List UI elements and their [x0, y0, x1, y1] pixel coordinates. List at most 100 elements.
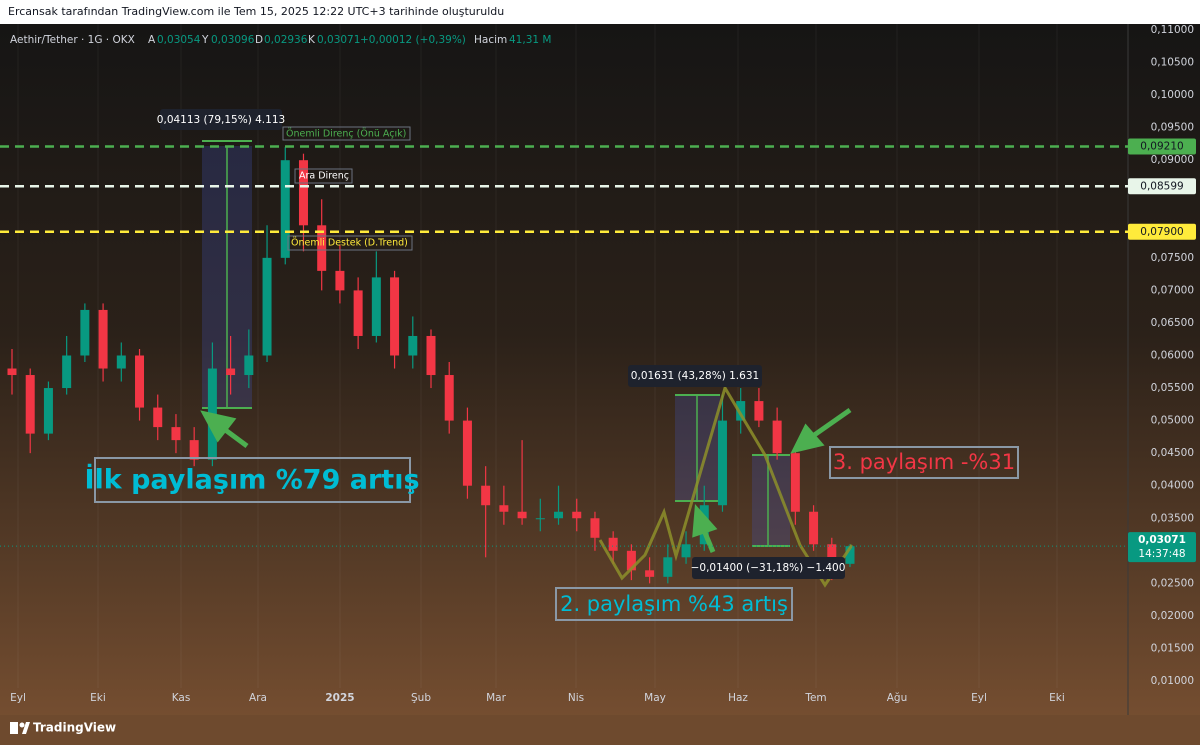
last-price: 0,03071 — [1138, 534, 1186, 546]
x-tick-label: Eki — [90, 692, 106, 704]
label-box — [282, 126, 411, 141]
measure-label-box — [160, 109, 282, 130]
candle-body — [663, 557, 673, 577]
candle-body — [98, 309, 108, 369]
candle-body — [681, 544, 691, 558]
candle-body — [772, 420, 782, 454]
logo — [19, 722, 25, 728]
x-tick-label: May — [644, 692, 666, 704]
arrow-head — [790, 423, 825, 454]
legend-key: D — [255, 34, 263, 46]
candle-body — [135, 355, 145, 408]
legend-key: Hacim — [474, 34, 507, 46]
time-axis: Eyl Eki Kas Ara 2025 Şub Mar Nis May Haz Tem Ağu Eyl… — [10, 692, 1065, 704]
candle-body — [608, 537, 618, 551]
callout: İlk paylaşım %79 artış — [84, 464, 419, 496]
candle-body — [280, 160, 290, 258]
x-tick-label: Tem — [804, 692, 826, 704]
x-tick-label: Mar — [486, 692, 506, 704]
x-tick-label: Nis — [568, 692, 584, 704]
legend-key: Y — [201, 34, 209, 46]
level-tag — [1128, 138, 1196, 155]
x-tick-label: Ara — [249, 692, 267, 704]
candle-body — [317, 225, 327, 271]
arrow-head — [200, 410, 237, 443]
y-tick-label: 0,05500 — [1151, 382, 1194, 394]
candle-body — [572, 511, 582, 519]
footer-bar — [0, 715, 1200, 745]
level-tag — [1128, 223, 1196, 240]
candle-body — [790, 453, 800, 512]
y-tick-label: 0,07500 — [1151, 252, 1194, 264]
symbol: Aethir/Tether · 1G · OKX — [10, 34, 135, 46]
candle-body — [7, 368, 17, 376]
candle-body — [262, 257, 272, 356]
x-tick-label: Şub — [411, 692, 431, 704]
y-tick-label: 0,11000 — [1151, 24, 1194, 36]
callout-box — [829, 446, 1019, 479]
callout: 3. paylaşım -%31 — [833, 450, 1015, 474]
candle-body — [116, 355, 126, 369]
measure-label: 0,04113 (79,15%) 4.113 — [157, 114, 285, 126]
x-tick-label: Ağu — [887, 692, 908, 704]
x-tick-label: 2025 — [325, 692, 354, 704]
measure-label-box — [628, 365, 762, 387]
legend-key: K — [308, 34, 316, 46]
y-tick-label: 0,02500 — [1151, 577, 1194, 589]
y-tick-label: 0,09500 — [1151, 122, 1194, 134]
candle-body — [298, 160, 308, 226]
legend-value: 0,03096 — [211, 34, 255, 46]
x-tick-label: Haz — [728, 692, 748, 704]
candle-body — [517, 511, 527, 519]
level-note: Ara Direnç — [299, 171, 349, 182]
callout-box — [555, 587, 793, 621]
y-tick-label: 0,05000 — [1151, 415, 1194, 427]
candle-body — [153, 407, 163, 428]
candle-body — [754, 401, 764, 421]
candle-body — [371, 277, 381, 336]
x-tick-label: Eki — [1049, 692, 1065, 704]
x-tick-label: Eyl — [10, 692, 26, 704]
candle-body — [645, 570, 655, 577]
callout-box — [94, 457, 411, 503]
candle-body — [444, 375, 454, 421]
candle-body — [827, 544, 837, 564]
candle-body — [25, 375, 35, 434]
measure-label: −0,01400 (−31,18%) −1.400 — [691, 562, 846, 574]
candle-body — [426, 335, 436, 376]
countdown: 14:37:48 — [1138, 548, 1185, 560]
y-tick-label: 0,06000 — [1151, 350, 1194, 362]
candle-body — [408, 335, 418, 356]
measure-label-box — [692, 557, 845, 579]
y-tick-label: 0,09000 — [1151, 154, 1194, 166]
candle-body — [845, 546, 855, 564]
level-tag — [1128, 178, 1196, 195]
y-tick-label: 0,02000 — [1151, 610, 1194, 622]
candle-body — [462, 420, 472, 486]
logo — [22, 722, 30, 734]
label-box — [287, 235, 413, 251]
arrow — [808, 407, 852, 441]
legend-change: +0,00012 (+0,39%) — [360, 34, 466, 46]
arrow-head — [692, 503, 718, 538]
candle-body — [226, 368, 236, 376]
y-tick-label: 0,04000 — [1151, 480, 1194, 492]
levels: 0,09210 0,08599 0,07900 0,03071 14:37:48 — [0, 138, 1196, 563]
candle-body — [43, 388, 53, 434]
level-price: 0,08599 — [1140, 180, 1183, 192]
legend-value: 41,31 M — [509, 34, 551, 46]
header-title: Ercansak tarafından TradingView.com ile … — [8, 5, 504, 18]
grid — [17, 24, 1058, 688]
x-tick-label: Eyl — [971, 692, 987, 704]
price-axis: 0,01000 0,01500 0,02000 0,02500 0,03500 0,040… — [1151, 24, 1194, 687]
candles — [7, 147, 855, 584]
candle-body — [499, 505, 509, 512]
legend-value: 0,02936 — [264, 34, 308, 46]
candle-body — [809, 511, 819, 545]
candle-body — [390, 277, 400, 356]
candle-body — [80, 309, 90, 356]
candle-body — [590, 518, 600, 538]
candle-body — [626, 550, 636, 571]
y-tick-label: 0,07000 — [1151, 284, 1194, 296]
